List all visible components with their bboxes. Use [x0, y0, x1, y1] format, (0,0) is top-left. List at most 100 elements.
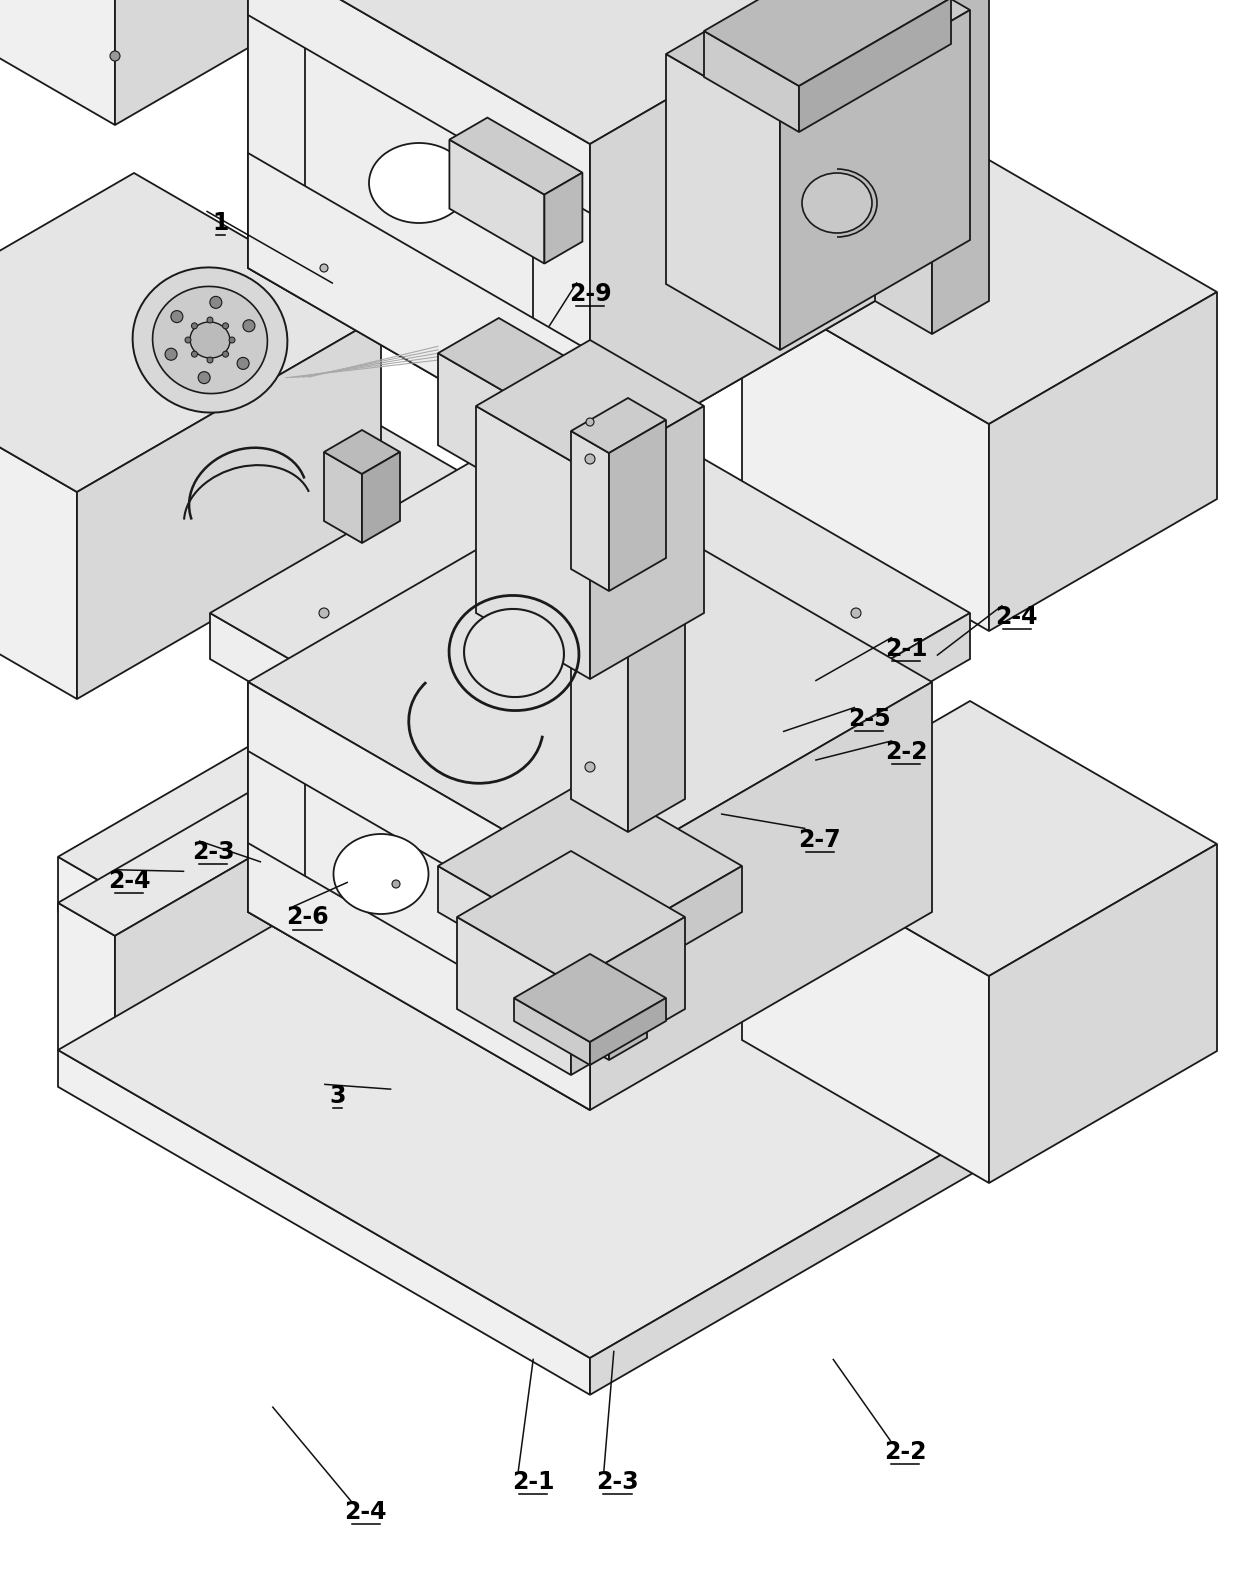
- Polygon shape: [476, 340, 704, 472]
- Polygon shape: [210, 614, 590, 879]
- Polygon shape: [0, 348, 77, 700]
- Polygon shape: [0, 173, 381, 491]
- Circle shape: [392, 879, 401, 887]
- Polygon shape: [248, 682, 590, 1110]
- Polygon shape: [248, 0, 305, 301]
- Circle shape: [171, 310, 184, 323]
- Polygon shape: [58, 903, 115, 1083]
- Text: 2-3: 2-3: [192, 840, 234, 865]
- Circle shape: [185, 337, 191, 343]
- Polygon shape: [248, 0, 590, 213]
- Circle shape: [243, 320, 255, 332]
- Text: 3: 3: [329, 1083, 346, 1108]
- Polygon shape: [570, 536, 684, 603]
- Polygon shape: [570, 569, 627, 832]
- Text: 2-5: 2-5: [848, 706, 890, 731]
- Polygon shape: [704, 0, 951, 86]
- Polygon shape: [780, 10, 970, 350]
- Polygon shape: [932, 0, 990, 334]
- Polygon shape: [609, 420, 666, 591]
- Circle shape: [191, 323, 197, 329]
- Polygon shape: [666, 0, 970, 119]
- Circle shape: [165, 348, 177, 361]
- Ellipse shape: [190, 321, 229, 358]
- Text: 2-4: 2-4: [108, 868, 150, 894]
- Polygon shape: [115, 0, 343, 126]
- Polygon shape: [590, 614, 970, 879]
- Polygon shape: [362, 452, 401, 544]
- Polygon shape: [58, 595, 647, 937]
- Circle shape: [587, 418, 594, 426]
- Polygon shape: [515, 363, 575, 490]
- Text: 2-1: 2-1: [512, 1469, 554, 1495]
- Polygon shape: [570, 398, 666, 453]
- Polygon shape: [552, 890, 627, 933]
- Polygon shape: [666, 54, 780, 350]
- Text: 2-9: 2-9: [569, 281, 611, 307]
- Polygon shape: [533, 111, 590, 466]
- Polygon shape: [248, 0, 932, 145]
- Polygon shape: [210, 393, 970, 833]
- Circle shape: [585, 762, 595, 773]
- Polygon shape: [544, 173, 583, 264]
- Circle shape: [110, 51, 120, 60]
- Polygon shape: [153, 0, 401, 132]
- Polygon shape: [742, 149, 1216, 425]
- Polygon shape: [533, 847, 590, 1110]
- Polygon shape: [153, 359, 515, 569]
- Polygon shape: [590, 999, 666, 1065]
- Polygon shape: [248, 0, 932, 145]
- Polygon shape: [438, 867, 590, 1000]
- Ellipse shape: [464, 609, 564, 696]
- Text: 2-3: 2-3: [596, 1469, 639, 1495]
- Polygon shape: [590, 867, 742, 1000]
- Polygon shape: [875, 0, 932, 334]
- Text: 2-1: 2-1: [885, 636, 928, 661]
- Polygon shape: [533, 948, 609, 1061]
- Polygon shape: [609, 968, 647, 1061]
- Circle shape: [585, 455, 595, 464]
- Circle shape: [207, 316, 213, 323]
- Polygon shape: [248, 483, 932, 879]
- Polygon shape: [491, 84, 590, 970]
- Polygon shape: [552, 913, 590, 979]
- Polygon shape: [58, 857, 590, 1220]
- Polygon shape: [248, 682, 305, 944]
- Polygon shape: [590, 84, 688, 970]
- Polygon shape: [401, 0, 515, 132]
- Polygon shape: [248, 682, 590, 949]
- Polygon shape: [153, 0, 515, 17]
- Circle shape: [222, 323, 228, 329]
- Polygon shape: [248, 153, 590, 466]
- Polygon shape: [875, 0, 990, 13]
- Polygon shape: [491, 27, 688, 142]
- Polygon shape: [673, 661, 1034, 870]
- Polygon shape: [590, 857, 1122, 1220]
- Polygon shape: [742, 281, 990, 631]
- Polygon shape: [58, 743, 1122, 1358]
- Text: 2-2: 2-2: [885, 739, 928, 765]
- Polygon shape: [58, 1049, 590, 1394]
- Circle shape: [210, 296, 222, 308]
- Polygon shape: [590, 1049, 1122, 1394]
- Polygon shape: [248, 843, 590, 1110]
- Circle shape: [207, 358, 213, 363]
- Ellipse shape: [153, 286, 268, 394]
- Polygon shape: [0, 0, 115, 126]
- Text: 2-2: 2-2: [884, 1439, 926, 1464]
- Polygon shape: [515, 954, 666, 1041]
- Polygon shape: [449, 118, 583, 194]
- Circle shape: [851, 607, 861, 619]
- Polygon shape: [742, 701, 1216, 976]
- Polygon shape: [590, 405, 704, 679]
- Polygon shape: [673, 727, 920, 986]
- Polygon shape: [458, 851, 684, 983]
- Polygon shape: [704, 30, 799, 132]
- Polygon shape: [248, 0, 590, 466]
- Text: 1: 1: [212, 210, 229, 235]
- Circle shape: [198, 372, 210, 383]
- Polygon shape: [590, 913, 627, 979]
- Polygon shape: [673, 175, 920, 434]
- Ellipse shape: [370, 143, 469, 223]
- Polygon shape: [476, 405, 590, 679]
